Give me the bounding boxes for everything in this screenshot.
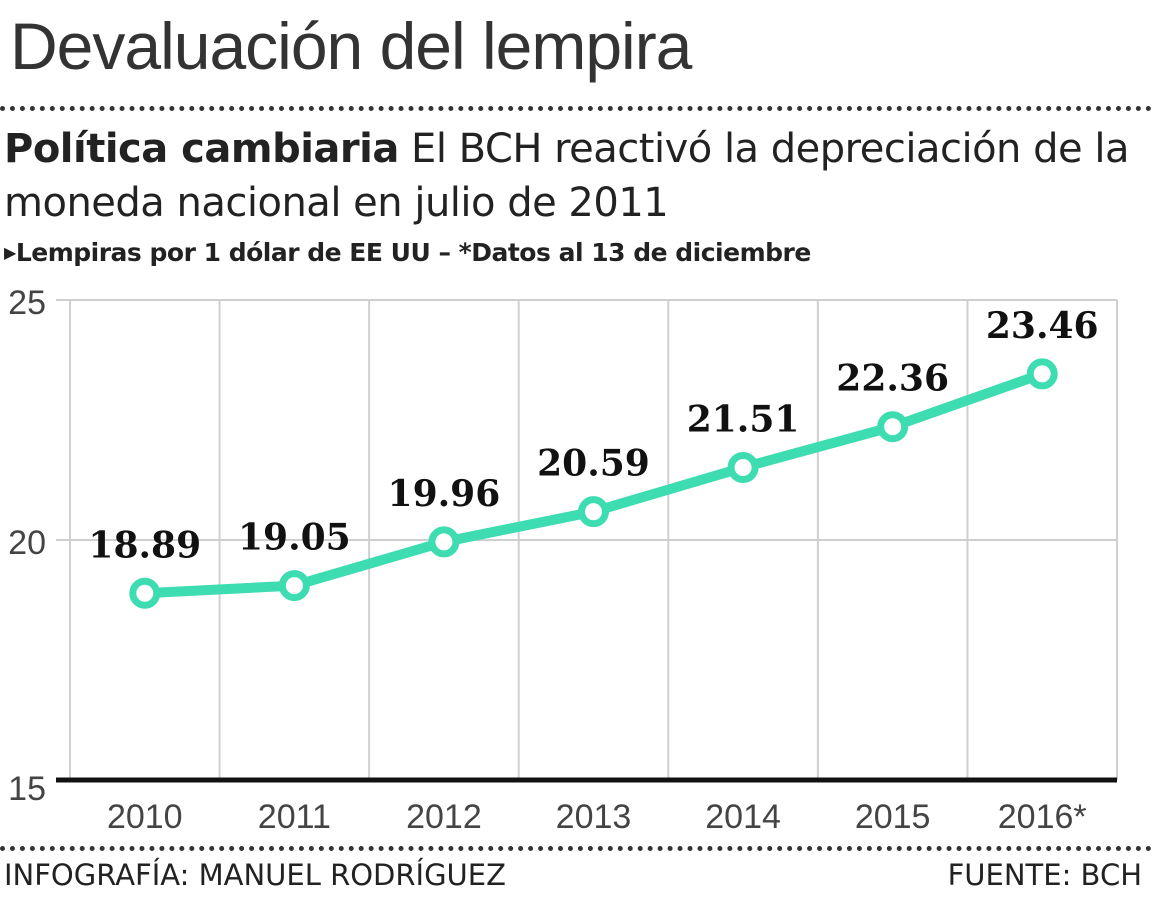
data-point xyxy=(727,452,759,484)
data-point xyxy=(1026,358,1058,390)
y-tick-label: 15 xyxy=(8,770,46,808)
x-tick-label: 2012 xyxy=(406,798,482,836)
subtitle-bold: Política cambiaria xyxy=(4,126,399,172)
x-tick-label: 2015 xyxy=(855,798,931,836)
data-label: 18.89 xyxy=(88,524,201,566)
x-tick-label: 2013 xyxy=(556,798,632,836)
subtitle-text: El BCH reactivó la depreciación de la mo… xyxy=(4,126,1129,226)
x-tick-label: 2011 xyxy=(258,798,331,836)
data-label: 19.05 xyxy=(238,517,351,559)
triangle-icon: ▶ xyxy=(4,243,16,262)
data-point xyxy=(428,526,460,558)
x-tick-label: 2010 xyxy=(107,798,183,836)
source: FUENTE: BCH xyxy=(947,858,1142,892)
data-point xyxy=(129,577,161,609)
data-label: 20.59 xyxy=(537,443,650,485)
divider-bottom xyxy=(0,846,1152,851)
data-label: 23.46 xyxy=(986,305,1099,347)
x-tick-label: 2014 xyxy=(705,798,781,836)
chart-note: ▶Lempiras por 1 dólar de EE UU – *Datos … xyxy=(4,238,811,267)
data-point xyxy=(877,411,909,443)
x-tick-label: 2016* xyxy=(998,798,1087,836)
data-point xyxy=(578,496,609,528)
data-label: 19.96 xyxy=(388,473,501,515)
y-tick-label: 25 xyxy=(8,284,46,322)
data-label: 21.51 xyxy=(687,399,800,441)
data-point xyxy=(278,570,310,602)
note-text: Lempiras por 1 dólar de EE UU – *Datos a… xyxy=(15,238,812,267)
subtitle: Política cambiaria El BCH reactivó la de… xyxy=(4,122,1144,230)
y-tick-label: 20 xyxy=(8,524,46,562)
divider-top xyxy=(0,106,1152,111)
credit: INFOGRAFÍA: MANUEL RODRÍGUEZ xyxy=(4,858,506,892)
chart-title: Devaluación del lempira xyxy=(10,9,692,83)
data-label: 22.36 xyxy=(836,358,949,400)
